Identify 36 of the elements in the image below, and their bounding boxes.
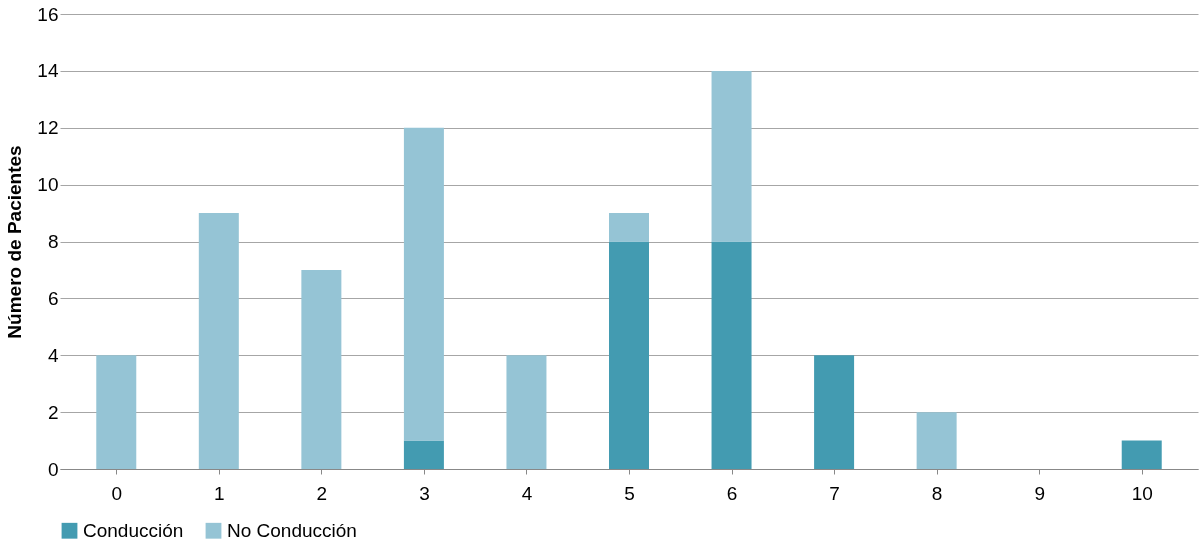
bar (96, 355, 137, 469)
y-tick-label: 12 (37, 117, 59, 139)
bar (506, 355, 547, 469)
y-axis-title: Número de Pacientes (4, 145, 26, 339)
y-tick-label: 16 (37, 3, 59, 25)
x-tick-label: 5 (624, 482, 635, 504)
x-tick-label: 4 (521, 482, 533, 504)
bar (711, 70, 752, 242)
legend-label: No Conducción (227, 519, 357, 541)
bar (916, 412, 957, 469)
bar (814, 355, 855, 469)
x-tick-label: 8 (931, 482, 943, 504)
bar (403, 440, 444, 469)
legend-label: Conducción (83, 519, 184, 541)
y-tick-label: 14 (37, 60, 59, 82)
x-tick-label: 9 (1034, 482, 1045, 504)
x-tick-label: 3 (419, 482, 430, 504)
y-tick-label: 6 (47, 287, 59, 309)
bar (711, 241, 752, 469)
bar (609, 241, 649, 469)
y-tick-label: 0 (47, 458, 59, 480)
y-tick-label: 8 (47, 231, 59, 252)
x-tick-label: 2 (316, 482, 328, 504)
bar (198, 213, 239, 469)
y-tick-label: 2 (47, 401, 59, 423)
x-tick-label: 6 (726, 482, 738, 504)
x-tick-label: 10 (1131, 482, 1153, 504)
x-tick-label: 7 (829, 482, 840, 504)
y-tick-label: 4 (47, 344, 59, 366)
bar (301, 269, 342, 469)
bar (1121, 440, 1162, 469)
bar (403, 127, 444, 441)
x-tick-label: 1 (214, 482, 225, 504)
bar (609, 213, 649, 242)
x-tick-label: 0 (111, 482, 123, 504)
y-tick-label: 10 (37, 174, 59, 196)
